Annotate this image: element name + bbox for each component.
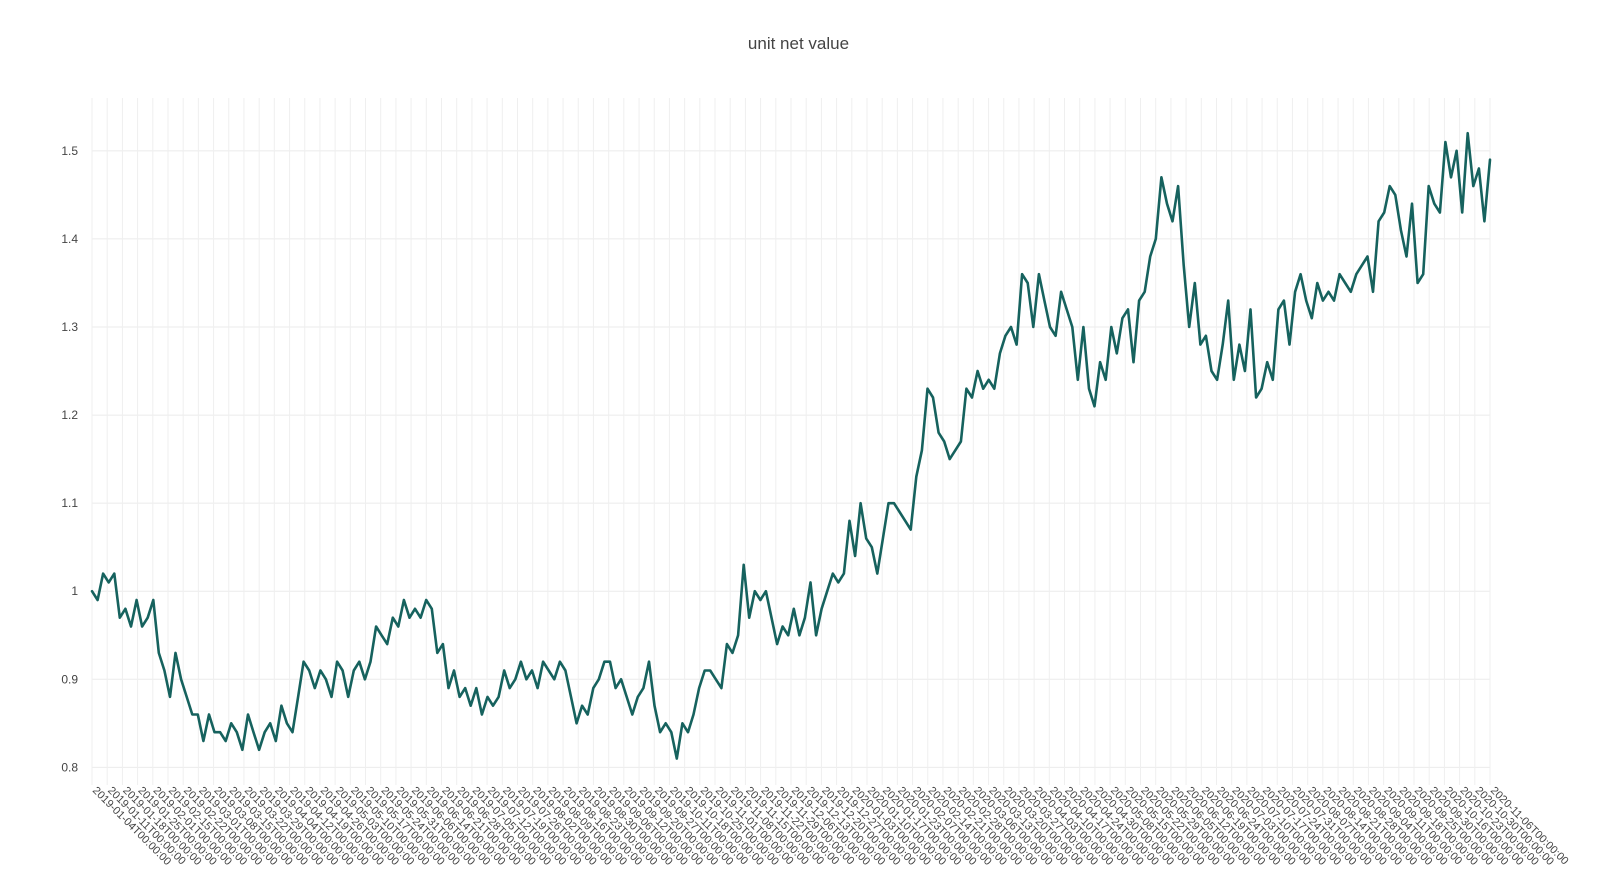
y-axis: 0.8 0.9 1 1.1 1.2 1.3 1.4 1.5 [61,144,78,775]
y-tick-label: 1 [71,584,78,598]
y-tick-label: 0.9 [61,672,78,686]
y-tick-label: 1.3 [61,320,78,334]
series-layer [90,131,1492,760]
chart-title: unit net value [747,34,850,53]
y-tick-label: 0.8 [61,760,78,774]
y-tick-label: 1.5 [61,144,78,158]
y-tick-label: 1.1 [61,496,78,510]
x-axis: 2019-01-04T00:00:002019-01-11T00:00:0020… [90,785,1571,868]
y-tick-label: 1.2 [61,408,78,422]
y-tick-label: 1.4 [61,232,78,246]
series-line-0 [90,131,1492,760]
grid-layer [91,98,1491,785]
